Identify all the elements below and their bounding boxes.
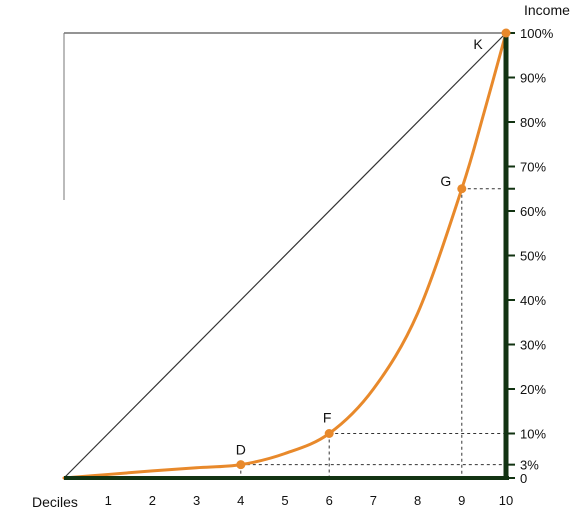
x-tick-label: 10 xyxy=(499,493,513,508)
point-f-marker xyxy=(324,429,334,438)
y-tick-label: 90% xyxy=(520,71,546,86)
point-markers: D F G K xyxy=(236,28,511,470)
point-g-marker xyxy=(457,184,467,194)
x-tick-label: 6 xyxy=(326,493,333,508)
point-g-label: G xyxy=(440,173,451,189)
y-tick-label: 40% xyxy=(520,293,546,308)
point-k-marker xyxy=(501,28,511,38)
y-tick-label: 10% xyxy=(520,427,546,442)
x-axis-title: Deciles xyxy=(32,494,78,510)
x-axis-ticks: 1 2 3 4 5 6 7 8 9 10 xyxy=(105,493,514,508)
y-tick-label: 20% xyxy=(520,382,546,397)
x-tick-label: 3 xyxy=(193,493,200,508)
x-tick-label: 8 xyxy=(414,493,421,508)
x-tick-label: 1 xyxy=(105,493,112,508)
chart-frame xyxy=(63,32,506,200)
x-tick-label: 2 xyxy=(149,493,156,508)
y-axis-ticks: 03% 10% 20% 30% 40% 50% 60% 70% 80% 90% 100% xyxy=(506,26,554,486)
y-tick-label: 30% xyxy=(520,338,546,353)
point-k-label: K xyxy=(473,36,483,52)
equality-line-group xyxy=(63,32,507,479)
point-d-marker xyxy=(236,460,246,470)
y-tick-label: 70% xyxy=(520,160,546,175)
equality-line xyxy=(63,32,507,479)
y-tick-label: 0 xyxy=(520,471,527,486)
x-tick-label: 7 xyxy=(370,493,377,508)
y-axis-title: Income xyxy=(524,2,570,18)
y-tick-label: 60% xyxy=(520,204,546,219)
y-tick-label: 100% xyxy=(520,26,554,41)
guide-lines xyxy=(240,188,506,478)
axes-group xyxy=(64,33,509,480)
y-tick-label: 80% xyxy=(520,115,546,130)
x-tick-label: 4 xyxy=(237,493,244,508)
point-d-label: D xyxy=(236,442,246,458)
y-tick-label: 3% xyxy=(520,458,539,473)
y-tick-label: 50% xyxy=(520,249,546,264)
x-tick-label: 5 xyxy=(281,493,288,508)
point-f-label: F xyxy=(323,410,332,426)
x-tick-label: 9 xyxy=(458,493,465,508)
